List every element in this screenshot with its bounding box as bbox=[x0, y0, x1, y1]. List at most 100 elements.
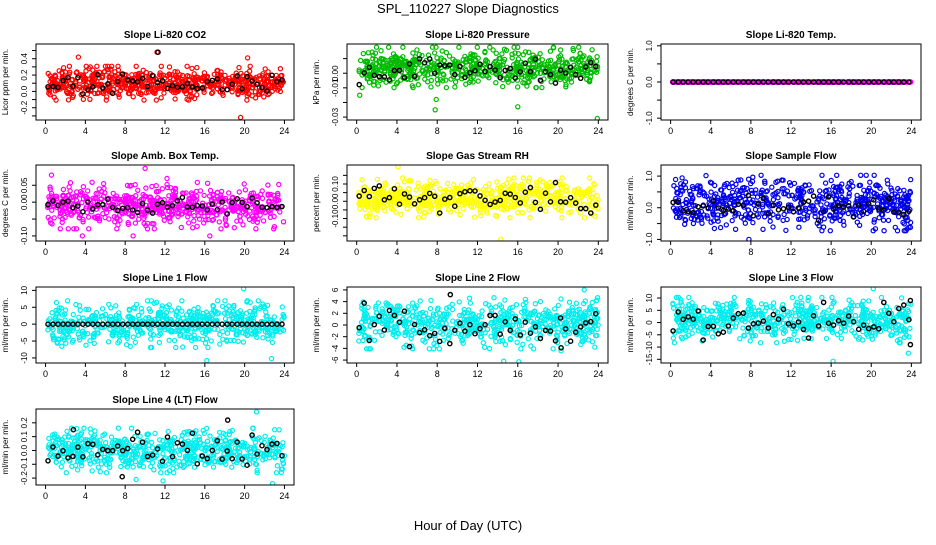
data-point bbox=[435, 56, 439, 60]
y-tick-label: 2 bbox=[331, 311, 340, 316]
x-tick-label: 16 bbox=[200, 126, 210, 136]
panel-ylabel: Licor ppm per min. bbox=[1, 49, 10, 115]
data-point bbox=[697, 193, 701, 197]
hourly-point bbox=[71, 206, 75, 210]
data-point bbox=[429, 85, 433, 89]
hourly-point bbox=[91, 207, 95, 211]
data-point bbox=[159, 96, 163, 100]
data-point bbox=[444, 86, 448, 90]
hourly-point bbox=[96, 322, 100, 326]
hourly-point bbox=[538, 78, 542, 82]
data-point bbox=[107, 340, 111, 344]
y-tick-label: 0.0 bbox=[645, 202, 654, 214]
data-point bbox=[154, 184, 158, 188]
data-point bbox=[88, 339, 92, 343]
data-point bbox=[216, 299, 220, 303]
data-point bbox=[130, 73, 134, 77]
hourly-point bbox=[488, 65, 492, 69]
x-tick-label: 12 bbox=[160, 126, 170, 136]
data-point bbox=[438, 187, 442, 191]
x-tick-label: 16 bbox=[200, 247, 210, 257]
data-point bbox=[872, 173, 876, 177]
data-point bbox=[143, 166, 147, 170]
hourly-point bbox=[791, 210, 795, 214]
hourly-point bbox=[270, 205, 274, 209]
y-tick-label: 1.0 bbox=[645, 40, 654, 52]
data-point bbox=[771, 225, 775, 229]
panel-title: Slope Amb. Box Temp. bbox=[111, 151, 219, 162]
points bbox=[671, 80, 913, 84]
data-point bbox=[595, 55, 599, 59]
data-point bbox=[521, 176, 525, 180]
x-tick-label: 4 bbox=[83, 247, 88, 257]
data-point bbox=[131, 335, 135, 339]
hourly-point bbox=[220, 322, 224, 326]
hourly-point bbox=[458, 64, 462, 68]
data-point bbox=[131, 95, 135, 99]
data-point bbox=[560, 176, 564, 180]
hourly-point bbox=[245, 205, 249, 209]
data-point bbox=[66, 227, 70, 231]
data-point bbox=[484, 184, 488, 188]
data-point bbox=[680, 176, 684, 180]
data-point bbox=[159, 64, 163, 68]
panel-title: Slope Line 1 Flow bbox=[123, 273, 208, 284]
data-point bbox=[792, 181, 796, 185]
x-tick-label: 4 bbox=[708, 126, 713, 136]
y-tick-label: -0.10 bbox=[331, 209, 340, 228]
data-point bbox=[886, 218, 890, 222]
x-tick-label: 24 bbox=[593, 369, 603, 379]
hourly-point bbox=[106, 197, 110, 201]
data-point bbox=[142, 98, 146, 102]
points bbox=[46, 50, 286, 120]
data-point bbox=[374, 216, 378, 220]
data-point bbox=[401, 45, 405, 49]
data-point bbox=[434, 97, 438, 101]
x-tick-label: 8 bbox=[435, 126, 440, 136]
hourly-point bbox=[569, 196, 573, 200]
hourly-point bbox=[250, 79, 254, 83]
data-point bbox=[67, 64, 71, 68]
hourly-point bbox=[151, 74, 155, 78]
data-point bbox=[196, 306, 200, 310]
y-tick-label: 0.10 bbox=[331, 176, 340, 192]
data-point bbox=[909, 178, 913, 182]
data-point bbox=[828, 229, 832, 233]
data-point bbox=[180, 309, 184, 313]
x-tick-label: 24 bbox=[279, 247, 289, 257]
x-tick-label: 16 bbox=[513, 369, 523, 379]
hourly-point bbox=[81, 322, 85, 326]
y-tick-label: 0.00 bbox=[331, 193, 340, 209]
panel-ylabel: ml/min per min. bbox=[312, 298, 321, 353]
data-point bbox=[277, 182, 281, 186]
data-point bbox=[416, 83, 420, 87]
data-point bbox=[751, 221, 755, 225]
data-point bbox=[859, 173, 863, 177]
hourly-point bbox=[569, 65, 573, 69]
points bbox=[357, 45, 600, 121]
hourly-point bbox=[270, 73, 274, 77]
x-tick-label: 20 bbox=[240, 126, 250, 136]
data-point bbox=[208, 234, 212, 238]
data-point bbox=[254, 227, 258, 231]
data-point bbox=[174, 345, 178, 349]
data-point bbox=[95, 64, 99, 68]
hourly-point bbox=[101, 203, 105, 207]
data-point bbox=[464, 82, 468, 86]
data-point bbox=[771, 198, 775, 202]
x-tick-label: 8 bbox=[123, 369, 128, 379]
data-point bbox=[54, 301, 58, 305]
x-tick-label: 24 bbox=[906, 126, 916, 136]
hourly-point bbox=[428, 57, 432, 61]
data-point bbox=[128, 344, 132, 348]
data-point bbox=[206, 345, 210, 349]
data-point bbox=[379, 49, 383, 53]
data-point bbox=[205, 359, 209, 363]
data-point bbox=[582, 216, 586, 220]
points bbox=[46, 287, 286, 363]
data-point bbox=[202, 193, 206, 197]
panel-ylabel: percent per min. bbox=[312, 174, 321, 232]
